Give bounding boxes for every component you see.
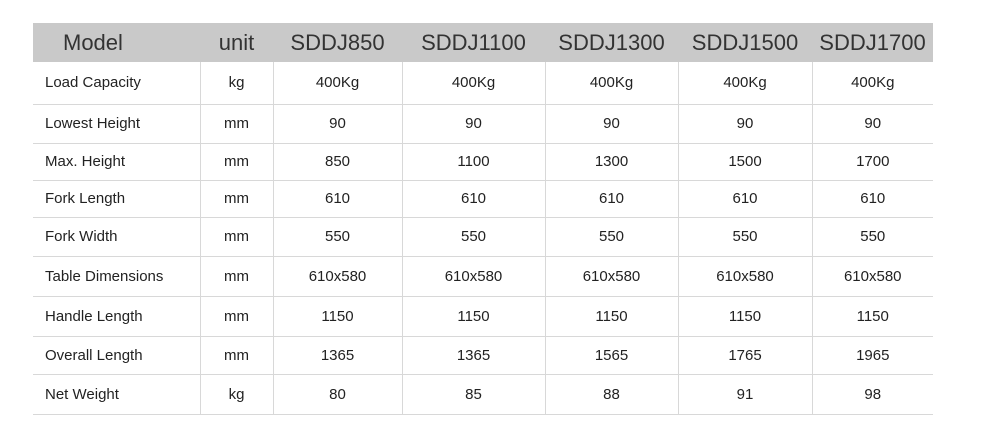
value-cell: 1500 <box>677 143 812 181</box>
value-cell: 610x580 <box>272 256 402 297</box>
value-cell: 400Kg <box>401 62 545 105</box>
value-cell: 85 <box>401 374 545 415</box>
row-label: Max. Height <box>33 143 200 181</box>
column-header: unit <box>200 23 273 62</box>
value-cell: 550 <box>544 217 678 257</box>
row-label: Table Dimensions <box>33 256 200 297</box>
column-header: Model <box>33 23 200 62</box>
column-header: SDDJ1500 <box>678 23 812 62</box>
row-label: Overall Length <box>33 336 200 375</box>
value-cell: 80 <box>272 374 402 415</box>
value-cell: 610x580 <box>677 256 812 297</box>
value-cell: 90 <box>544 104 678 144</box>
unit-cell: mm <box>199 104 273 144</box>
column-header: SDDJ1300 <box>545 23 678 62</box>
spec-table: Model unit SDDJ850 SDDJ1100 SDDJ1300 SDDJ1500… <box>33 23 933 415</box>
unit-cell: mm <box>199 296 273 337</box>
table-row: Table Dimensions mm 610x580 610x580 610x580 6… <box>33 256 933 297</box>
column-header: SDDJ850 <box>273 23 402 62</box>
value-cell: 1150 <box>401 296 545 337</box>
column-header: SDDJ1100 <box>402 23 545 62</box>
value-cell: 1365 <box>401 336 545 375</box>
table-row: Max. Height mm 850 1100 1300 1500 1700 <box>33 143 933 181</box>
value-cell: 1150 <box>272 296 402 337</box>
row-label: Net Weight <box>33 374 200 415</box>
value-cell: 98 <box>811 374 933 415</box>
value-cell: 850 <box>272 143 402 181</box>
value-cell: 610 <box>272 180 402 218</box>
value-cell: 90 <box>677 104 812 144</box>
row-label: Handle Length <box>33 296 200 337</box>
unit-cell: mm <box>199 180 273 218</box>
table-row: Load Capacity kg 400Kg 400Kg 400Kg 400Kg 400Kg <box>33 62 933 105</box>
value-cell: 1765 <box>677 336 812 375</box>
value-cell: 90 <box>272 104 402 144</box>
value-cell: 610 <box>677 180 812 218</box>
unit-cell: kg <box>199 62 273 105</box>
value-cell: 610x580 <box>544 256 678 297</box>
value-cell: 610x580 <box>811 256 933 297</box>
value-cell: 1365 <box>272 336 402 375</box>
value-cell: 400Kg <box>677 62 812 105</box>
value-cell: 550 <box>401 217 545 257</box>
value-cell: 550 <box>272 217 402 257</box>
row-label: Lowest Height <box>33 104 200 144</box>
row-label: Load Capacity <box>33 62 200 105</box>
header-row: Model unit SDDJ850 SDDJ1100 SDDJ1300 SDDJ1500… <box>33 23 933 62</box>
value-cell: 610 <box>811 180 933 218</box>
value-cell: 400Kg <box>272 62 402 105</box>
value-cell: 400Kg <box>811 62 933 105</box>
value-cell: 1150 <box>677 296 812 337</box>
table-row: Fork Width mm 550 550 550 550 550 <box>33 217 933 257</box>
value-cell: 610x580 <box>401 256 545 297</box>
value-cell: 1150 <box>544 296 678 337</box>
value-cell: 1565 <box>544 336 678 375</box>
table-row: Lowest Height mm 90 90 90 90 90 <box>33 104 933 144</box>
value-cell: 550 <box>811 217 933 257</box>
value-cell: 550 <box>677 217 812 257</box>
value-cell: 400Kg <box>544 62 678 105</box>
row-label: Fork Width <box>33 217 200 257</box>
value-cell: 88 <box>544 374 678 415</box>
unit-cell: mm <box>199 143 273 181</box>
value-cell: 90 <box>401 104 545 144</box>
value-cell: 91 <box>677 374 812 415</box>
value-cell: 1965 <box>811 336 933 375</box>
table-row: Net Weight kg 80 85 88 91 98 <box>33 374 933 415</box>
value-cell: 1150 <box>811 296 933 337</box>
value-cell: 1100 <box>401 143 545 181</box>
unit-cell: mm <box>199 336 273 375</box>
unit-cell: kg <box>199 374 273 415</box>
unit-cell: mm <box>199 217 273 257</box>
table-row: Handle Length mm 1150 1150 1150 1150 1150 <box>33 296 933 337</box>
unit-cell: mm <box>199 256 273 297</box>
row-label: Fork Length <box>33 180 200 218</box>
column-header: SDDJ1700 <box>812 23 933 62</box>
value-cell: 1700 <box>811 143 933 181</box>
value-cell: 610 <box>544 180 678 218</box>
value-cell: 610 <box>401 180 545 218</box>
table-row: Overall Length mm 1365 1365 1565 1765 1965 <box>33 336 933 375</box>
value-cell: 1300 <box>544 143 678 181</box>
table-row: Fork Length mm 610 610 610 610 610 <box>33 180 933 218</box>
value-cell: 90 <box>811 104 933 144</box>
